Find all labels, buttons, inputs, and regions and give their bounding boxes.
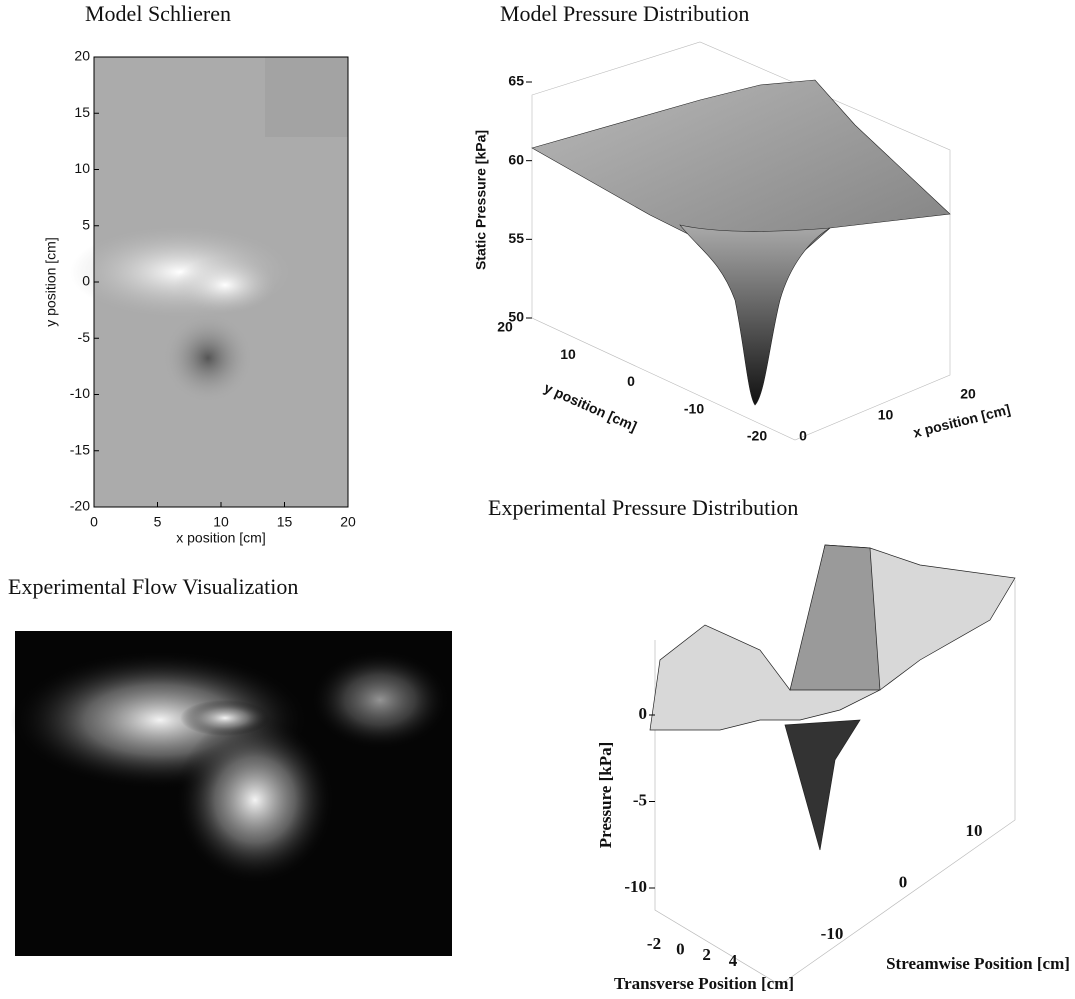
y-tick-label: -10 <box>684 400 704 416</box>
y-tick-label: 2 <box>702 945 711 964</box>
z-tick-label: 50 <box>508 309 524 325</box>
y-label: y position [cm] <box>542 379 639 434</box>
z-tick-label: 60 <box>508 151 524 167</box>
z-tick-label: 65 <box>508 73 524 89</box>
y-tick-label: 0 <box>627 373 635 389</box>
x-tick-label: 10 <box>213 514 229 530</box>
z-tick-label: 0 <box>639 704 648 723</box>
y-tick-label: 10 <box>74 160 90 176</box>
y-label: y position [cm] <box>43 237 59 326</box>
x-label: Streamwise Position [cm] <box>886 954 1070 973</box>
x-tick-label: 0 <box>899 872 908 891</box>
y-tick-label: 15 <box>74 104 90 120</box>
y-tick-label: -20 <box>747 428 767 444</box>
x-tick-label: 0 <box>90 514 98 530</box>
experimental-surface <box>649 544 1016 986</box>
schlieren-image <box>70 56 349 508</box>
x-tick-label: 20 <box>960 386 976 402</box>
y-tick-label: -20 <box>70 498 90 514</box>
flow-image <box>10 631 452 956</box>
y-tick-label: 0 <box>676 940 685 959</box>
y-tick-label: 20 <box>74 48 90 64</box>
z-tick-label: -10 <box>624 877 647 896</box>
x-tick-label: 0 <box>799 428 807 444</box>
x-label: x position [cm] <box>176 530 265 546</box>
x-tick-label: 15 <box>277 514 293 530</box>
y-tick-label: 10 <box>560 346 576 362</box>
model-surface <box>531 41 951 441</box>
y-tick-label: 20 <box>497 319 513 335</box>
z-label: Pressure [kPa] <box>596 742 615 849</box>
y-tick-label: -15 <box>70 441 90 457</box>
panel-title: Model Pressure Distribution <box>500 1 749 26</box>
y-tick-label: -2 <box>647 934 661 953</box>
y-tick-label: -5 <box>78 329 91 345</box>
z-tick-label: 55 <box>508 230 524 246</box>
x-label: x position [cm] <box>911 401 1011 441</box>
z-label: Static Pressure [kPa] <box>473 130 489 270</box>
panel-title: Model Schlieren <box>85 1 231 26</box>
x-tick-label: -10 <box>821 924 844 943</box>
x-tick-label: 20 <box>340 514 356 530</box>
y-tick-label: 0 <box>82 273 90 289</box>
y-label: Transverse Position [cm] <box>614 974 794 993</box>
y-tick-label: -10 <box>70 385 90 401</box>
x-tick-label: 10 <box>966 821 983 840</box>
x-tick-label: 10 <box>878 407 894 423</box>
x-tick-label: 5 <box>154 514 162 530</box>
z-tick-label: -5 <box>633 790 647 809</box>
y-tick-label: 4 <box>729 951 738 970</box>
y-tick-label: 5 <box>82 216 90 232</box>
panel-title: Experimental Pressure Distribution <box>488 495 798 520</box>
panel-title: Experimental Flow Visualization <box>8 574 298 599</box>
